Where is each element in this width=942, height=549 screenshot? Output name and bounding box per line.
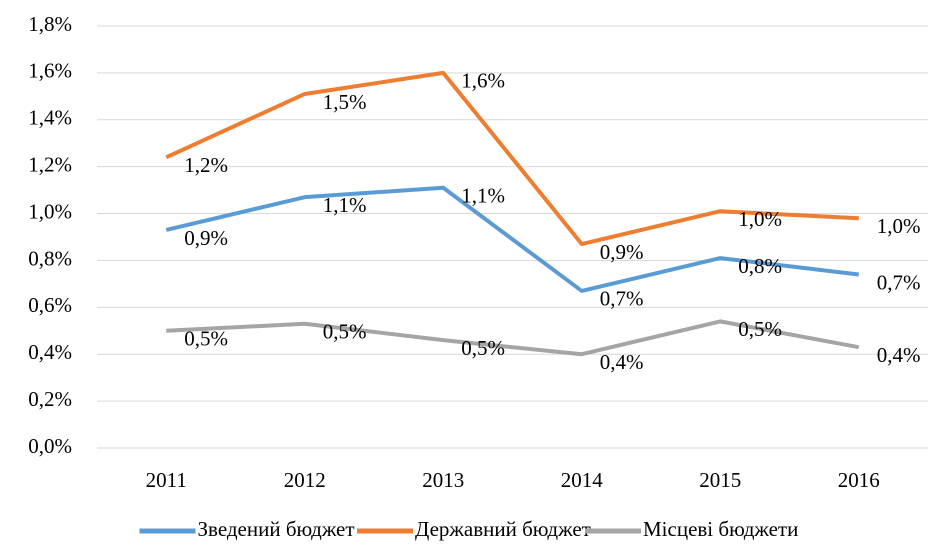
y-tick-label: 0,8% bbox=[28, 246, 72, 270]
data-label: 0,9% bbox=[600, 240, 644, 264]
series-line bbox=[165, 185, 859, 293]
data-label: 1,1% bbox=[461, 184, 505, 208]
data-label: 0,8% bbox=[738, 254, 782, 278]
y-tick-label: 0,6% bbox=[28, 293, 72, 317]
legend-label: Зведений бюджет bbox=[198, 517, 355, 541]
x-tick-label: 2014 bbox=[561, 468, 604, 492]
data-label: 0,7% bbox=[877, 270, 921, 294]
legend-label: Місцеві бюджети bbox=[643, 517, 798, 541]
series-line bbox=[165, 70, 859, 247]
data-label: 1,0% bbox=[738, 207, 782, 231]
data-label: 1,5% bbox=[323, 90, 367, 114]
data-label: 1,2% bbox=[184, 153, 228, 177]
data-label: 0,5% bbox=[323, 320, 367, 344]
x-tick-label: 2013 bbox=[422, 468, 464, 492]
y-tick-label: 1,6% bbox=[28, 59, 72, 83]
data-label: 1,1% bbox=[323, 193, 367, 217]
y-tick-label: 1,0% bbox=[28, 199, 72, 223]
y-tick-label: 1,4% bbox=[28, 106, 72, 130]
series-line bbox=[166, 319, 860, 357]
data-label: 0,5% bbox=[184, 327, 228, 351]
y-tick-label: 0,0% bbox=[28, 434, 72, 458]
x-tick-label: 2016 bbox=[838, 468, 880, 492]
y-tick-label: 1,8% bbox=[28, 12, 72, 36]
y-tick-label: 0,2% bbox=[28, 387, 72, 411]
data-label: 0,7% bbox=[600, 287, 644, 311]
y-tick-label: 0,4% bbox=[28, 340, 72, 364]
data-label: 0,9% bbox=[184, 226, 228, 250]
x-tick-label: 2011 bbox=[146, 468, 187, 492]
data-label: 1,6% bbox=[461, 69, 505, 93]
legend-label: Державний бюджет bbox=[415, 517, 591, 541]
data-label: 0,4% bbox=[877, 343, 921, 367]
data-label: 0,5% bbox=[461, 336, 505, 360]
x-tick-label: 2012 bbox=[284, 468, 326, 492]
data-label: 1,0% bbox=[877, 214, 921, 238]
x-tick-label: 2015 bbox=[699, 468, 741, 492]
data-label: 0,5% bbox=[738, 317, 782, 341]
y-tick-label: 1,2% bbox=[28, 152, 72, 176]
data-label: 0,4% bbox=[600, 350, 644, 374]
